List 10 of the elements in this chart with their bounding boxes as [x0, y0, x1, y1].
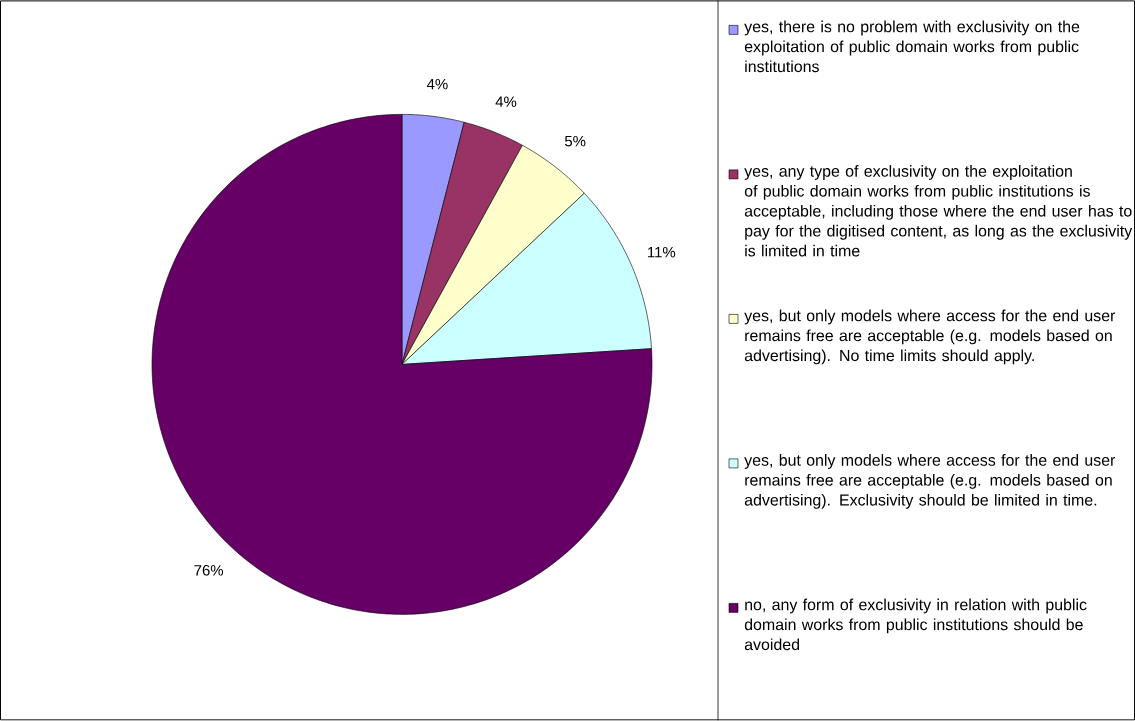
data-label: 4%: [495, 96, 517, 108]
data-label: 76%: [194, 565, 224, 576]
data-label: 5%: [564, 136, 586, 147]
legend-label: no, any form of exclusivity in relation with public domain works from public institutions should be avoided: [744, 598, 1087, 651]
legend-label: yes, any type of exclusivity on the exploitation of public domain works from public institutions is acceptable, including those where the end user has to pay for the digitised content, as long as the exclusivity is limited in time: [744, 165, 1133, 257]
legend-label: yes, but only models where access for the end user remains free are acceptable (e.g. models based on advertising). Exclusivity should be limited in time.: [744, 454, 1116, 509]
data-label: 4%: [426, 79, 448, 90]
legend-label: yes, there is no problem with exclusivity on the exploitation of public domain works from public institutions: [744, 20, 1080, 73]
legend-label: yes, but only models where access for the end user remains free are acceptable (e.g. models based on advertising). No time limits should apply.: [744, 309, 1116, 365]
data-label: 11%: [648, 247, 676, 258]
